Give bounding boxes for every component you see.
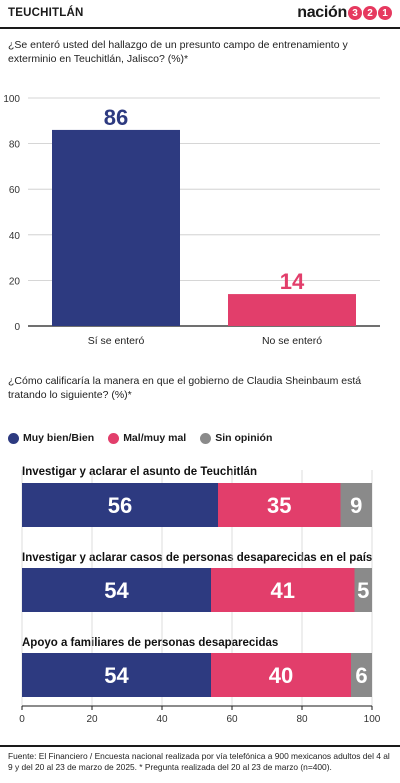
stacked-segment xyxy=(211,568,355,612)
y-tick-label: 40 xyxy=(9,231,21,242)
bar xyxy=(52,129,180,326)
stacked-segment xyxy=(354,568,372,612)
stacked-segment xyxy=(211,653,351,697)
row-title-desaparecidas: Investigar y aclarar casos de personas d… xyxy=(22,552,373,564)
brand-digit: 3 xyxy=(348,6,362,20)
brand-logo: nación 3 2 1 xyxy=(297,3,392,23)
x-tick-label: 60 xyxy=(226,714,238,725)
question-awareness: ¿Se enteró usted del hallazgo de un pres… xyxy=(8,39,348,65)
top-bar xyxy=(0,0,400,27)
legend-item-bad: Mal/muy mal xyxy=(108,432,186,444)
segment-value-label: 41 xyxy=(271,578,295,603)
stacked-segment xyxy=(351,653,372,697)
bar xyxy=(228,294,356,326)
row-title-familiares: Apoyo a familiares de personas desaparec… xyxy=(22,637,279,649)
legend-swatch-bad xyxy=(108,432,120,444)
segment-value-label: 9 xyxy=(350,493,362,518)
stacked-segment xyxy=(218,483,341,527)
header-divider xyxy=(0,27,400,29)
category-label: Sí se enteró xyxy=(88,335,145,347)
y-tick-label: 60 xyxy=(9,185,21,196)
segment-value-label: 35 xyxy=(267,493,291,518)
rating-stacked-bar-chart: 0 20 40 60 80 100 56 35 9 54 41 5 54 40 6 xyxy=(19,470,381,725)
bar-value-label: 86 xyxy=(104,105,128,130)
y-tick-label: 20 xyxy=(9,276,21,287)
brand-digit: 2 xyxy=(363,6,377,20)
brand-wordmark: nación xyxy=(297,4,347,21)
x-tick-label: 40 xyxy=(156,714,168,725)
awareness-bar-chart: 0 20 40 60 80 100 86 Sí se enteró 14 No se enteró xyxy=(3,94,380,347)
legend-swatch-good xyxy=(8,432,19,444)
bar-value-label: 14 xyxy=(280,269,305,294)
stacked-segment xyxy=(22,653,211,697)
source-note: Fuente: El Financiero / Encuesta naciona… xyxy=(8,751,390,772)
y-tick-label: 100 xyxy=(3,94,20,105)
y-tick-label: 0 xyxy=(14,322,20,333)
stacked-segment xyxy=(22,568,211,612)
category-label: No se enteró xyxy=(262,335,322,347)
x-tick-label: 80 xyxy=(296,714,308,725)
y-tick-label: 80 xyxy=(9,140,21,151)
segment-value-label: 5 xyxy=(357,578,369,603)
stacked-segment xyxy=(340,483,372,527)
legend-label-bad: Mal/muy mal xyxy=(123,432,187,444)
row-title-teuchitlan: Investigar y aclarar el asunto de Teuchi… xyxy=(22,466,257,478)
segment-value-label: 6 xyxy=(355,663,367,688)
legend-item-no-opinion: Sin opinión xyxy=(200,432,272,444)
legend-label-good: Muy bien/Bien xyxy=(23,432,95,444)
brand-digit: 1 xyxy=(378,6,392,20)
x-tick-label: 20 xyxy=(86,714,98,725)
segment-value-label: 54 xyxy=(104,578,129,603)
segment-value-label: 56 xyxy=(108,493,132,518)
x-tick-label: 0 xyxy=(19,714,25,725)
segment-value-label: 40 xyxy=(269,663,293,688)
footer-divider xyxy=(0,745,400,747)
question-government-rating: ¿Cómo calificaría la manera en que el go… xyxy=(8,375,362,401)
legend-label-no-opinion: Sin opinión xyxy=(215,432,273,444)
x-tick-label: 100 xyxy=(364,714,381,725)
legend-swatch-no-opinion xyxy=(200,432,212,444)
legend-item-good: Muy bien/Bien xyxy=(8,432,94,444)
section-title: TEUCHITLÁN xyxy=(8,7,84,19)
stacked-segment xyxy=(22,483,218,527)
segment-value-label: 54 xyxy=(104,663,129,688)
legend: Muy bien/Bien Mal/muy mal Sin opinión xyxy=(8,432,286,444)
